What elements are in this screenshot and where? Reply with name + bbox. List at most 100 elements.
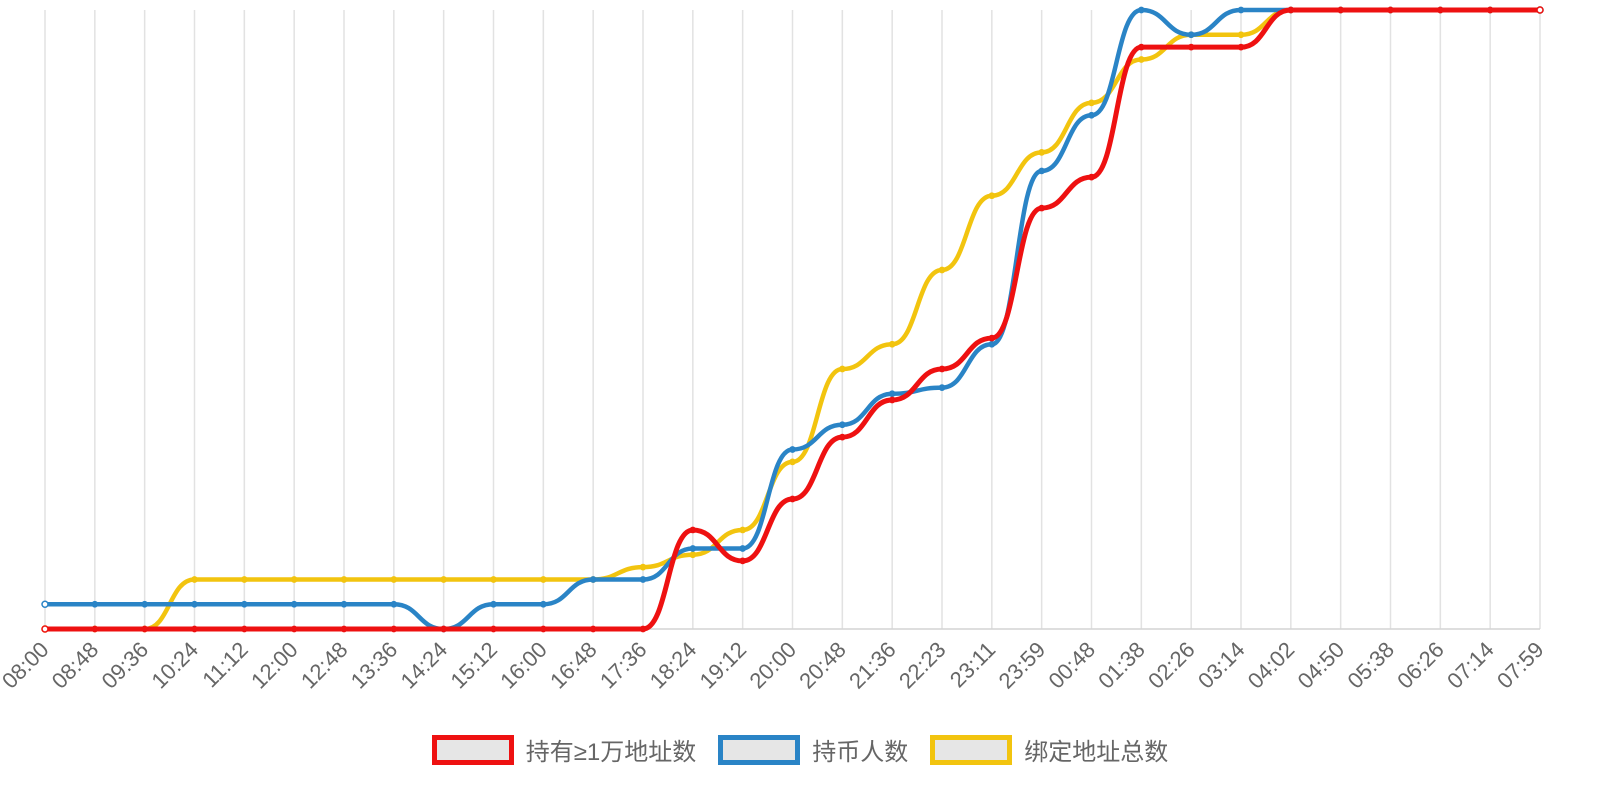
legend-item-2[interactable]: 绑定地址总数 bbox=[930, 732, 1168, 767]
data-point-1-16[interactable] bbox=[838, 421, 846, 429]
data-point-1-6[interactable] bbox=[340, 600, 348, 608]
legend-swatch-2 bbox=[930, 734, 1013, 765]
x-tick-label-15: 20:00 bbox=[744, 637, 801, 694]
data-point-0-11[interactable] bbox=[589, 625, 597, 633]
x-tick-label-23: 02:26 bbox=[1143, 637, 1200, 694]
data-point-2-12[interactable] bbox=[639, 563, 647, 571]
data-point-1-0[interactable] bbox=[41, 600, 49, 608]
data-point-1-20[interactable] bbox=[1038, 167, 1046, 175]
x-tick-label-30: 07:59 bbox=[1492, 637, 1549, 694]
x-tick-label-19: 23:11 bbox=[945, 637, 1000, 692]
data-point-1-21[interactable] bbox=[1088, 111, 1095, 119]
data-point-0-30[interactable] bbox=[1536, 6, 1544, 14]
data-point-1-3[interactable] bbox=[191, 600, 198, 608]
data-point-0-16[interactable] bbox=[838, 433, 846, 441]
data-point-1-15[interactable] bbox=[789, 446, 796, 453]
data-point-0-14[interactable] bbox=[739, 557, 747, 565]
data-point-2-19[interactable] bbox=[988, 192, 996, 200]
data-point-0-24[interactable] bbox=[1237, 43, 1245, 51]
data-point-1-23[interactable] bbox=[1187, 31, 1195, 39]
data-point-2-9[interactable] bbox=[490, 576, 497, 583]
x-tick-label-29: 07:14 bbox=[1442, 637, 1499, 694]
data-point-1-18[interactable] bbox=[938, 384, 946, 391]
data-point-1-10[interactable] bbox=[539, 600, 547, 608]
data-point-0-13[interactable] bbox=[689, 526, 697, 534]
data-point-0-29[interactable] bbox=[1486, 6, 1494, 14]
data-point-2-22[interactable] bbox=[1137, 56, 1145, 63]
data-point-2-17[interactable] bbox=[888, 340, 896, 348]
x-tick-label-11: 16:48 bbox=[545, 637, 602, 694]
data-point-2-7[interactable] bbox=[390, 576, 398, 583]
data-point-0-18[interactable] bbox=[938, 365, 946, 373]
data-point-1-19[interactable] bbox=[988, 340, 996, 348]
data-point-0-21[interactable] bbox=[1088, 173, 1095, 181]
x-tick-label-22: 01:38 bbox=[1093, 637, 1150, 694]
x-tick-label-5: 12:00 bbox=[246, 637, 303, 694]
data-point-2-16[interactable] bbox=[838, 365, 846, 373]
data-point-1-13[interactable] bbox=[689, 545, 697, 552]
data-point-0-15[interactable] bbox=[789, 495, 796, 503]
data-point-0-12[interactable] bbox=[639, 625, 647, 633]
data-point-0-2[interactable] bbox=[141, 625, 149, 633]
data-point-0-23[interactable] bbox=[1187, 43, 1195, 51]
x-tick-label-21: 00:48 bbox=[1043, 637, 1100, 694]
data-point-0-10[interactable] bbox=[539, 625, 547, 633]
data-point-0-7[interactable] bbox=[390, 625, 398, 633]
data-point-2-5[interactable] bbox=[290, 576, 298, 583]
data-point-1-22[interactable] bbox=[1137, 6, 1145, 14]
data-point-0-9[interactable] bbox=[490, 625, 497, 633]
data-point-1-14[interactable] bbox=[739, 545, 747, 552]
data-point-2-15[interactable] bbox=[789, 458, 796, 466]
data-point-2-4[interactable] bbox=[240, 576, 248, 583]
data-point-0-28[interactable] bbox=[1436, 6, 1444, 14]
data-point-2-14[interactable] bbox=[739, 526, 747, 534]
legend-item-0[interactable]: 持有≥1万地址数 bbox=[431, 732, 697, 767]
data-point-0-0[interactable] bbox=[41, 625, 49, 633]
data-point-0-4[interactable] bbox=[240, 625, 248, 633]
data-point-1-9[interactable] bbox=[490, 600, 497, 608]
grid bbox=[44, 10, 1541, 630]
data-point-1-12[interactable] bbox=[639, 576, 647, 583]
data-point-2-10[interactable] bbox=[539, 576, 547, 583]
x-tick-label-10: 16:00 bbox=[495, 637, 552, 694]
x-tick-label-17: 21:36 bbox=[844, 637, 901, 694]
data-point-1-4[interactable] bbox=[240, 600, 248, 608]
data-point-1-5[interactable] bbox=[290, 600, 298, 608]
x-tick-label-12: 17:36 bbox=[595, 637, 652, 694]
data-point-2-21[interactable] bbox=[1088, 99, 1095, 107]
data-point-2-6[interactable] bbox=[340, 576, 348, 583]
legend-item-1[interactable]: 持币人数 bbox=[718, 732, 908, 767]
data-point-0-25[interactable] bbox=[1287, 6, 1295, 14]
data-point-1-17[interactable] bbox=[888, 390, 896, 398]
data-point-2-20[interactable] bbox=[1038, 149, 1046, 156]
data-point-0-19[interactable] bbox=[988, 334, 996, 342]
data-point-2-24[interactable] bbox=[1237, 31, 1245, 39]
legend-swatch-0 bbox=[431, 734, 514, 765]
data-point-1-24[interactable] bbox=[1237, 6, 1245, 14]
data-point-0-26[interactable] bbox=[1337, 6, 1345, 14]
data-point-0-22[interactable] bbox=[1137, 43, 1145, 51]
data-point-1-11[interactable] bbox=[589, 576, 597, 583]
data-point-0-27[interactable] bbox=[1387, 6, 1394, 14]
data-point-2-8[interactable] bbox=[440, 576, 448, 583]
data-point-0-1[interactable] bbox=[91, 625, 99, 633]
x-tick-label-7: 13:36 bbox=[346, 637, 403, 694]
data-point-0-20[interactable] bbox=[1038, 204, 1046, 212]
data-point-0-17[interactable] bbox=[888, 396, 896, 404]
data-point-2-18[interactable] bbox=[938, 266, 946, 274]
data-point-2-13[interactable] bbox=[689, 551, 697, 559]
data-point-1-1[interactable] bbox=[91, 600, 99, 608]
data-point-0-8[interactable] bbox=[440, 625, 448, 633]
data-point-0-3[interactable] bbox=[191, 625, 198, 633]
x-tick-label-18: 22:23 bbox=[894, 637, 951, 694]
series-line-2 bbox=[42, 7, 1543, 632]
x-tick-label-8: 14:24 bbox=[396, 637, 453, 694]
data-point-0-6[interactable] bbox=[340, 625, 348, 633]
data-point-1-7[interactable] bbox=[390, 600, 398, 608]
x-tick-label-16: 20:48 bbox=[794, 637, 851, 694]
x-tick-label-20: 23:59 bbox=[994, 637, 1051, 694]
data-point-1-2[interactable] bbox=[141, 600, 149, 608]
legend-label-0: 持有≥1万地址数 bbox=[525, 739, 697, 766]
data-point-0-5[interactable] bbox=[290, 625, 298, 633]
data-point-2-3[interactable] bbox=[191, 576, 198, 583]
